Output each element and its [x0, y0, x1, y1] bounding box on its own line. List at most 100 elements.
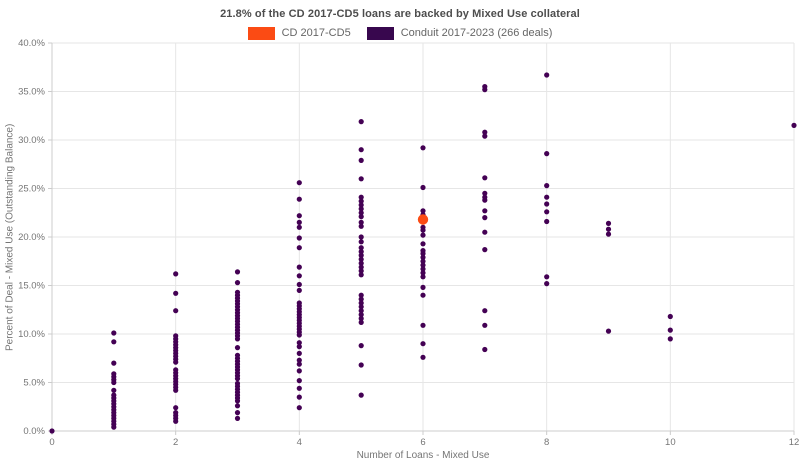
data-point[interactable] [544, 183, 550, 189]
data-point[interactable] [791, 122, 797, 128]
data-point[interactable] [296, 264, 302, 270]
data-point[interactable] [544, 201, 550, 207]
data-point[interactable] [358, 176, 364, 182]
data-point[interactable] [420, 270, 426, 276]
data-point[interactable] [358, 343, 364, 349]
data-point[interactable] [482, 133, 488, 139]
data-point[interactable] [358, 157, 364, 163]
data-point[interactable] [296, 344, 302, 350]
data-point[interactable] [420, 266, 426, 272]
data-point[interactable] [482, 215, 488, 221]
data-point[interactable] [544, 281, 550, 287]
data-point[interactable] [482, 175, 488, 181]
data-point[interactable] [358, 202, 364, 208]
data-point[interactable] [358, 312, 364, 318]
data-point[interactable] [296, 273, 302, 279]
data-point[interactable] [234, 403, 241, 409]
data-point[interactable] [296, 350, 302, 356]
data-point[interactable] [296, 405, 302, 411]
data-point[interactable] [358, 219, 364, 225]
data-point[interactable] [358, 300, 364, 306]
data-point[interactable] [605, 226, 612, 232]
data-point[interactable] [234, 398, 241, 404]
data-point[interactable] [296, 340, 302, 346]
data-point[interactable] [234, 376, 241, 382]
data-point[interactable] [667, 327, 673, 333]
data-point[interactable] [420, 284, 426, 290]
data-point[interactable] [482, 208, 488, 214]
data-point[interactable] [296, 357, 302, 363]
data-point[interactable] [420, 145, 426, 151]
data-point[interactable] [358, 210, 364, 216]
data-point[interactable] [234, 269, 241, 275]
data-point[interactable] [296, 219, 302, 225]
data-point[interactable] [173, 387, 179, 393]
data-point[interactable] [358, 239, 364, 245]
data-point[interactable] [358, 392, 364, 398]
data-point[interactable] [482, 129, 488, 135]
data-point[interactable] [544, 72, 550, 78]
data-point[interactable] [296, 224, 302, 230]
data-point[interactable] [111, 379, 117, 386]
data-point[interactable] [420, 341, 426, 347]
data-point[interactable] [111, 339, 117, 345]
data-point[interactable] [234, 345, 241, 351]
data-point[interactable] [296, 196, 302, 202]
data-point[interactable] [420, 262, 426, 268]
data-point[interactable] [296, 394, 302, 400]
data-point[interactable] [544, 218, 550, 225]
data-point[interactable] [358, 264, 364, 270]
data-point[interactable] [420, 322, 426, 328]
data-point[interactable] [234, 336, 241, 342]
data-point[interactable] [111, 387, 117, 393]
data-point[interactable] [420, 250, 426, 257]
data-point[interactable] [49, 428, 55, 434]
data-point[interactable] [358, 252, 364, 258]
data-point[interactable] [667, 336, 673, 342]
data-point[interactable] [358, 268, 364, 274]
data-point[interactable] [173, 418, 179, 424]
data-point[interactable] [420, 208, 426, 214]
data-point[interactable] [358, 214, 364, 220]
data-point[interactable] [420, 274, 426, 280]
data-point[interactable] [482, 247, 488, 253]
data-point[interactable] [296, 180, 302, 186]
data-point[interactable] [358, 256, 364, 262]
data-point[interactable] [173, 271, 179, 277]
legend-item-cd-2017-cd5[interactable]: CD 2017-CD5 [247, 26, 351, 40]
data-point[interactable] [420, 292, 426, 298]
data-point[interactable] [234, 280, 241, 286]
data-point[interactable] [420, 254, 426, 260]
data-point[interactable] [482, 346, 488, 353]
data-point[interactable] [358, 260, 364, 266]
data-point[interactable] [296, 281, 302, 288]
data-point[interactable] [605, 220, 612, 226]
data-point[interactable] [605, 328, 612, 334]
data-point[interactable] [173, 405, 179, 411]
data-point[interactable] [420, 232, 426, 238]
data-point[interactable] [173, 308, 179, 314]
data-point[interactable] [111, 330, 117, 336]
data-point[interactable] [358, 272, 364, 278]
data-point[interactable] [358, 206, 364, 212]
data-point[interactable] [358, 304, 364, 310]
data-point[interactable] [296, 378, 302, 384]
data-point[interactable] [358, 245, 364, 251]
data-point[interactable] [358, 315, 364, 322]
data-point[interactable] [482, 197, 488, 203]
data-point[interactable] [605, 231, 612, 237]
data-point[interactable] [173, 359, 179, 365]
data-point[interactable] [358, 234, 364, 240]
data-point[interactable] [482, 322, 488, 328]
data-point[interactable] [296, 287, 302, 293]
data-point[interactable] [358, 308, 364, 314]
data-point[interactable] [358, 223, 364, 229]
data-point[interactable] [358, 119, 364, 125]
data-point[interactable] [358, 249, 364, 255]
data-point[interactable] [111, 360, 117, 366]
data-point[interactable] [296, 361, 302, 367]
data-point[interactable] [482, 87, 488, 93]
data-point[interactable] [667, 313, 673, 320]
data-point[interactable] [544, 194, 550, 200]
data-point[interactable] [420, 241, 426, 247]
